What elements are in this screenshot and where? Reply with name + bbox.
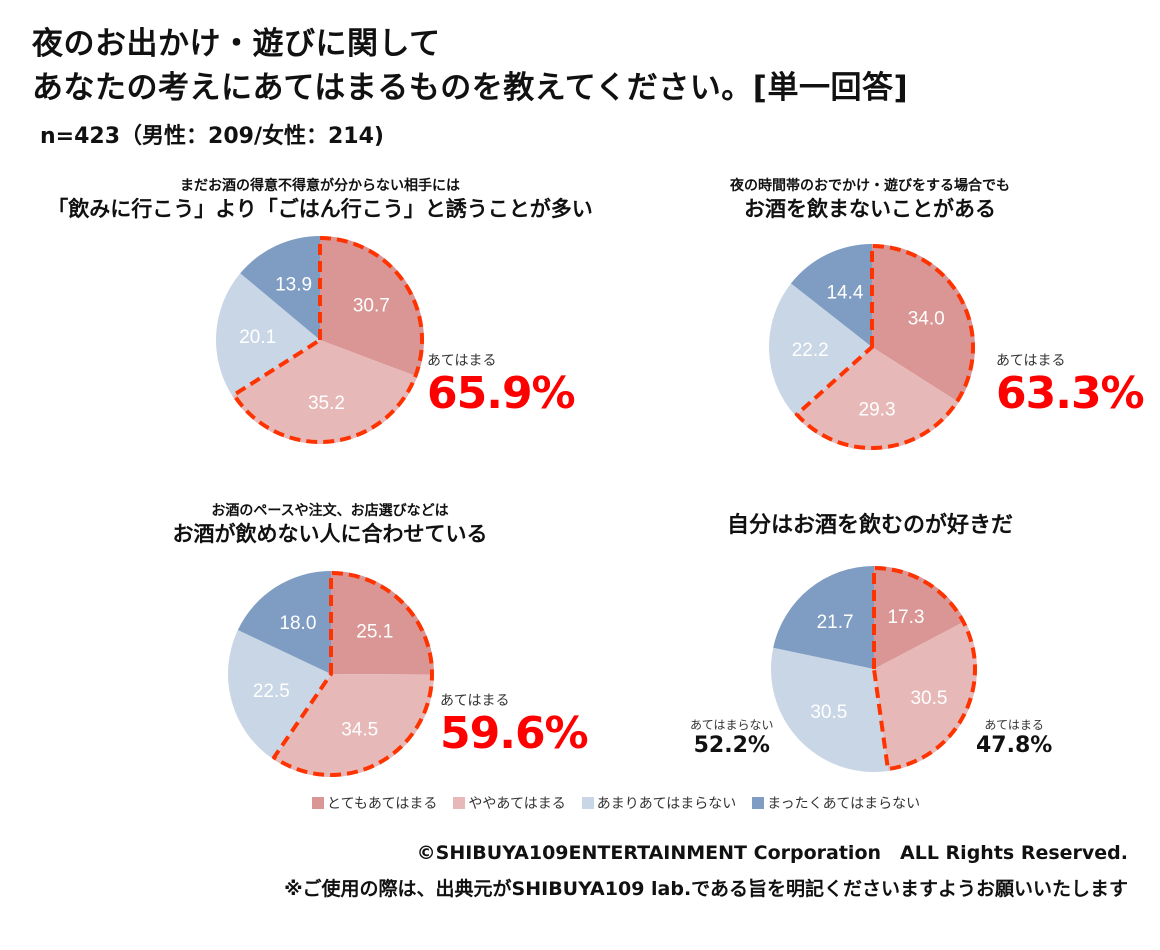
pie-1-title-small: まだお酒の得意不得意が分からない相手には [180,178,460,194]
pie-3-highlight-outline [272,571,434,777]
pie-4-annotation-value: 47.8% [976,733,1053,758]
pie-1-slice-1 [320,236,424,377]
pie-3-title: お酒のペースや注文、お店選びなどは お酒が飲めない人に合わせている [80,502,580,548]
pie-4-title: 自分はお酒を飲むのが好きだ [620,512,1120,540]
pie-1-title: まだお酒の得意不得意が分からない相手には 「飲みに行こう」より「ごはん行こう」と… [30,177,610,223]
legend-label-yaya: ややあてはまる [468,796,566,812]
pie-1: 30.7 35.2 20.1 13.9 [216,236,424,445]
pie-3-value-label-1: 25.1 [356,621,393,642]
pie-3-value-label-4: 18.0 [279,613,316,634]
pie-2-annotation: あてはまる 63.3% [996,350,1145,419]
pie-4-annotation-2: あてはまらない 52.2% [690,716,774,759]
pie-2-value-label-2: 29.3 [859,400,896,421]
pie-4-highlight-outline [872,566,977,772]
legend-item-yaya: ややあてはまる [453,793,566,813]
pie-3-title-small: お酒のペースや注文、お店選びなどは [211,503,449,519]
title-line-1: 夜のお出かけ・遊びに関して [32,26,441,62]
pie-4-value-label-4: 21.7 [817,612,854,633]
pie-1-annotation: あてはまる 65.9% [427,350,576,419]
pie-4-annotation2-value: 52.2% [693,733,770,758]
pie-3-value-label-2: 34.5 [341,720,378,741]
pie-1-highlight-outline [231,236,424,444]
page-title: 夜のお出かけ・遊びに関して あなたの考えにあてはまるものを教えてください。[単一… [32,22,908,110]
pie-4-annotation: あてはまる 47.8% [976,716,1052,759]
pie-3-annotation-label: あてはまる [440,693,510,709]
pie-3-slice-1 [331,571,434,675]
pie-4-slice-1 [874,566,966,669]
pie-2-highlight-outline [794,244,975,450]
legend-label-totemo: とてもあてはまる [327,796,438,812]
pie-2: 34.0 29.3 22.2 14.4 [769,244,975,450]
legend-item-mattaku: まったくあてはまらない [752,793,920,813]
pie-2-title-small: 夜の時間帯のおでかけ・遊びをする場合でも [730,178,1010,194]
pie-1-title-large: 「飲みに行こう」より「ごはん行こう」と誘うことが多い [47,197,593,221]
pie-3-title-large: お酒が飲めない人に合わせている [172,522,488,546]
pie-1-annotation-label: あてはまる [427,353,497,369]
legend-item-amari: あまりあてはまらない [581,793,737,813]
pie-4-slice-3 [770,647,889,772]
pie-4-annotation-label: あてはまる [984,718,1044,732]
title-line-2: あなたの考えにあてはまるものを教えてください。[単一回答] [32,70,909,106]
legend-swatch-mattaku [752,797,765,809]
pie-2-value-label-3: 22.2 [792,340,829,361]
pie-4: 17.3 30.5 30.5 21.7 [770,566,977,772]
pie-3-annotation-value: 59.6% [440,708,589,759]
pie-3-value-label-3: 22.5 [253,681,290,702]
pie-2-title: 夜の時間帯のおでかけ・遊びをする場合でも お酒を飲まないことがある [620,177,1120,223]
pie-2-title-large: お酒を飲まないことがある [744,197,996,221]
pie-2-annotation-value: 63.3% [996,368,1145,419]
legend-swatch-amari [581,797,594,809]
pie-4-slice-4 [773,566,874,669]
copyright: ©SHIBUYA109ENTERTAINMENT Corporation ALL… [416,842,1128,864]
pie-4-annotation2-label: あてはまらない [690,718,774,732]
pie-1-value-label-1: 30.7 [353,295,390,316]
pie-1-slice-4 [240,236,320,340]
pie-1-slice-2 [232,340,418,445]
pie-2-value-label-1: 34.0 [908,308,945,329]
pie-4-title-large: 自分はお酒を飲むのが好きだ [726,513,1013,538]
legend: とてもあてはまる ややあてはまる あまりあてはまらない まったくあてはまらない [312,793,920,813]
legend-label-amari: あまりあてはまらない [596,796,737,812]
pie-3-slice-3 [227,630,331,760]
pie-1-value-label-3: 20.1 [239,327,276,348]
pie-1-value-label-4: 13.9 [275,274,312,295]
pie-2-slice-4 [790,244,872,347]
legend-label-mattaku: まったくあてはまらない [767,796,921,812]
pie-3-slice-4 [237,571,331,674]
pie-1-value-label-2: 35.2 [308,393,345,414]
pie-4-value-label-1: 17.3 [887,607,924,628]
pie-1-annotation-value: 65.9% [427,368,576,419]
legend-swatch-totemo [312,797,324,809]
pie-4-value-label-3: 30.5 [810,702,847,723]
pie-4-value-label-2: 30.5 [910,688,947,709]
pie-2-slice-2 [795,347,959,450]
sample-size: n=423（男性：209/女性：214) [40,124,384,149]
pie-2-value-label-4: 14.4 [826,282,863,303]
legend-swatch-yaya [453,797,466,809]
pie-2-slice-3 [769,283,872,416]
pie-1-slice-3 [216,273,320,396]
pie-3: 25.1 34.5 22.5 18.0 [227,571,434,778]
pie-3-annotation: あてはまる 59.6% [440,690,589,759]
pie-2-annotation-label: あてはまる [996,353,1066,369]
usage-note: ※ご使用の際は、出典元がSHIBUYA109 lab.である旨を明記くださいます… [284,878,1128,900]
legend-item-totemo: とてもあてはまる [312,793,437,813]
